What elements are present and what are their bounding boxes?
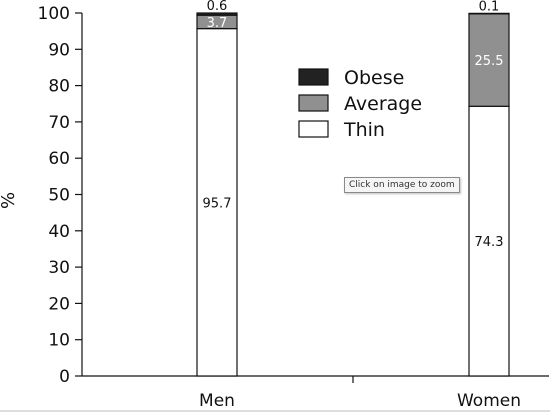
y-tick-label: 100 <box>38 4 70 24</box>
bar-segment-men-thin <box>196 28 238 377</box>
legend-swatch-thin <box>298 120 329 138</box>
x-axis: Men Women <box>82 375 549 411</box>
y-tick-label: 40 <box>48 222 70 242</box>
data-label-women-thin: 74.3 <box>475 235 504 250</box>
legend-swatch-average <box>298 94 329 112</box>
y-tick-label: 30 <box>48 258 70 278</box>
y-tick-label: 90 <box>48 40 70 60</box>
x-tick-label-women: Women <box>457 391 521 411</box>
bottom-divider <box>0 410 550 412</box>
data-label-men-thin: 95.7 <box>203 196 232 211</box>
y-axis: 0 10 20 30 40 50 60 70 80 90 100 <box>38 4 83 387</box>
legend-label-average: Average <box>344 93 422 115</box>
bar-segment-women-thin <box>468 105 510 377</box>
y-tick-label: 60 <box>48 149 70 169</box>
legend-swatch-obese <box>298 68 329 86</box>
y-tick-label: 0 <box>59 367 70 387</box>
y-tick-label: 10 <box>48 331 70 351</box>
bars: 95.7 3.7 0.6 74.3 25.5 0.1 <box>196 0 510 377</box>
y-tick-label: 80 <box>48 77 70 97</box>
bar-segment-women-obese <box>468 12 510 15</box>
y-axis-title: % <box>0 192 19 209</box>
y-tick-label: 50 <box>48 186 70 206</box>
bar-segment-men-obese <box>196 12 238 16</box>
data-label-men-average: 3.7 <box>207 16 228 31</box>
zoom-tooltip: Click on image to zoom <box>344 177 460 193</box>
y-tick-label: 70 <box>48 113 70 133</box>
legend: Obese Average Thin <box>298 67 422 141</box>
data-label-men-obese: 0.6 <box>207 0 228 14</box>
data-label-women-average: 25.5 <box>475 54 504 69</box>
y-tick-label: 20 <box>48 294 70 314</box>
data-label-women-obese: 0.1 <box>479 0 500 14</box>
legend-label-thin: Thin <box>343 119 385 141</box>
x-tick-label-men: Men <box>199 391 235 411</box>
legend-label-obese: Obese <box>344 67 404 89</box>
